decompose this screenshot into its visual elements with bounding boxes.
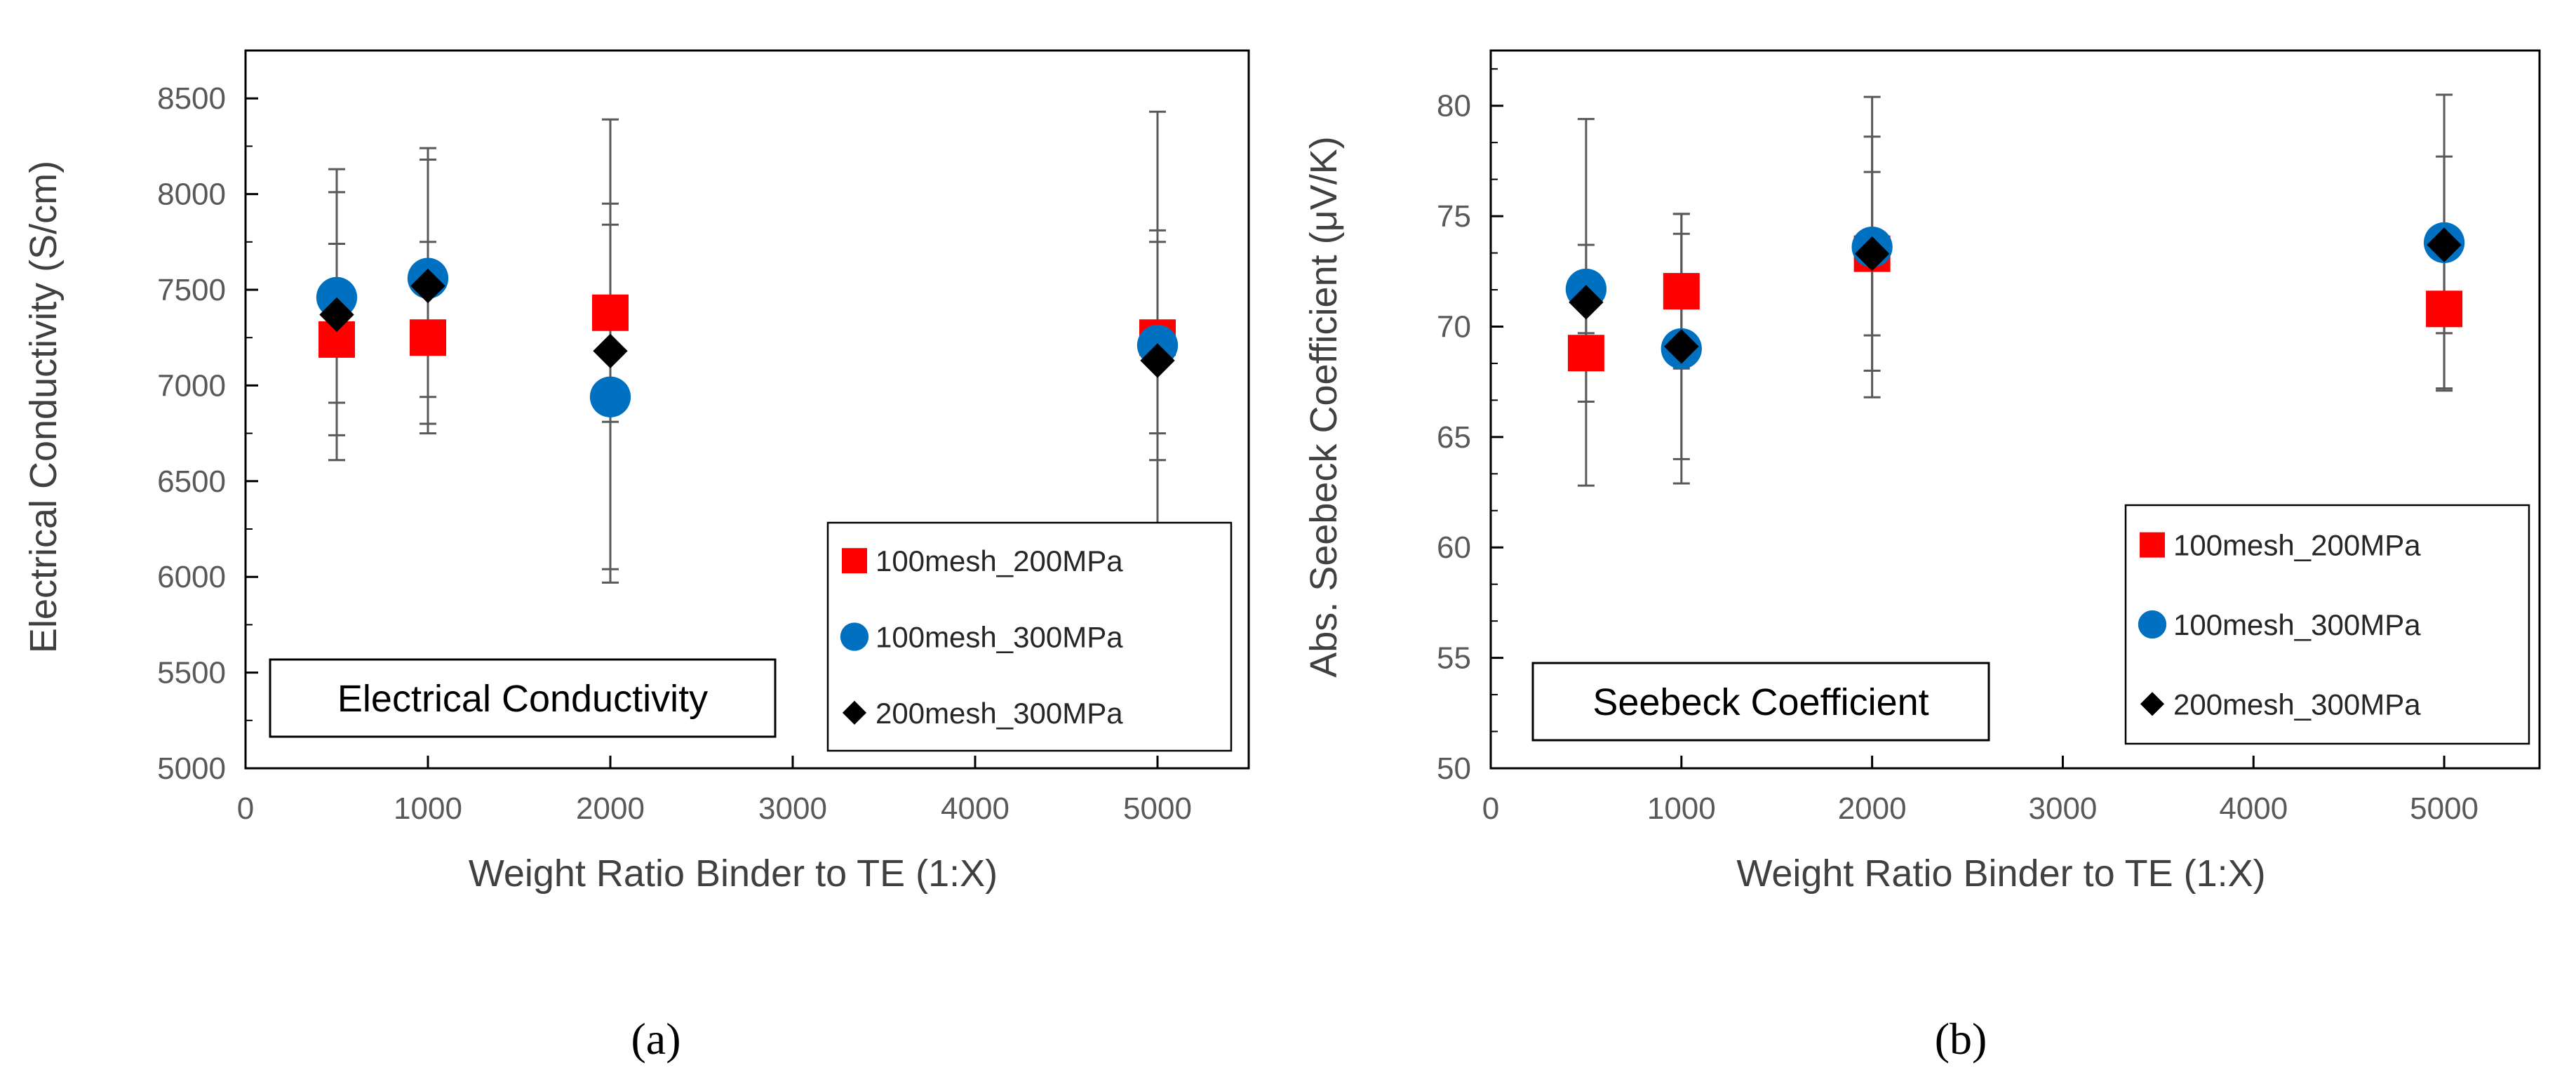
y-tick-label: 8000 xyxy=(157,178,226,212)
chart-panel-a: 5000 5500 6000 6500 7000 7500 8000 8500 0 1000 200… xyxy=(22,49,1250,1064)
legend-label: 100mesh_300MPa xyxy=(876,621,1123,654)
data-point-square xyxy=(592,294,629,331)
legend-label: 200mesh_300MPa xyxy=(2173,688,2421,721)
y-tick-label: 55 xyxy=(1437,641,1471,676)
legend-marker-square xyxy=(842,548,867,574)
annotation-box xyxy=(1531,662,1990,742)
y-axis-title: Electrical Conductivity (S/cm) xyxy=(22,161,65,653)
plot-area-frame xyxy=(1489,49,2541,770)
y-tick-label: 65 xyxy=(1437,420,1471,455)
annotation-label: Electrical Conductivity xyxy=(337,678,708,720)
plot-area-frame xyxy=(244,49,1250,770)
legend-marker-square xyxy=(2140,532,2165,558)
data-point-diamond xyxy=(2427,227,2462,262)
legend: 100mesh_200MPa 100mesh_300MPa 200mesh_300M… xyxy=(2124,504,2530,745)
y-tick-label: 6500 xyxy=(157,464,226,499)
legend-label: 200mesh_300MPa xyxy=(876,697,1123,730)
legend-label: 100mesh_200MPa xyxy=(2173,529,2421,562)
data-point-diamond xyxy=(1569,285,1604,320)
legend-marker-circle xyxy=(2138,610,2167,639)
x-tick-label: 3000 xyxy=(2029,791,2098,826)
legend-label: 100mesh_300MPa xyxy=(2173,608,2421,641)
y-tick-label: 70 xyxy=(1437,309,1471,344)
x-tick-label: 4000 xyxy=(941,791,1009,826)
data-point-diamond xyxy=(319,297,354,333)
data-point-diamond xyxy=(1664,329,1699,364)
y-tick-label: 7000 xyxy=(157,368,226,403)
annotation-box xyxy=(269,658,777,738)
legend-marker-circle xyxy=(840,622,869,651)
panel-label: (a) xyxy=(631,1014,680,1064)
y-tick-label: 5500 xyxy=(157,656,226,690)
legend-box xyxy=(2124,504,2530,745)
data-point-square xyxy=(1567,335,1604,372)
x-tick-label: 1000 xyxy=(1647,791,1716,826)
legend-label: 100mesh_200MPa xyxy=(876,544,1123,577)
x-axis-title: Weight Ratio Binder to TE (1:X) xyxy=(1736,852,2265,895)
data-point-square xyxy=(2426,290,2463,328)
annotation-label: Seebeck Coefficient xyxy=(1592,681,1928,723)
y-tick-label: 8500 xyxy=(157,81,226,116)
chart-panel-b: 50 55 60 65 70 75 80 0 1000 2000 3000 4000 5000 Weigh… xyxy=(1303,49,2541,1064)
data-point-diamond xyxy=(1140,343,1175,378)
legend: 100mesh_200MPa 100mesh_300MPa 200mesh_300M… xyxy=(826,521,1233,752)
data-point-diamond xyxy=(410,268,445,304)
data-point-diamond xyxy=(593,333,628,368)
data-point-square xyxy=(410,319,446,356)
y-tick-label: 6000 xyxy=(157,560,226,594)
x-tick-label: 5000 xyxy=(2410,791,2478,826)
x-tick-label: 0 xyxy=(1482,791,1499,826)
y-tick-label: 5000 xyxy=(157,751,226,786)
y-tick-label: 80 xyxy=(1437,89,1471,123)
panel-label: (b) xyxy=(1935,1014,1987,1064)
x-axis-title: Weight Ratio Binder to TE (1:X) xyxy=(469,852,998,895)
y-tick-label: 7500 xyxy=(157,273,226,307)
data-point-circle xyxy=(589,376,631,417)
x-tick-label: 3000 xyxy=(758,791,827,826)
legend-marker-diamond xyxy=(2140,692,2165,716)
y-tick-label: 50 xyxy=(1437,751,1471,786)
x-tick-label: 4000 xyxy=(2219,791,2288,826)
data-point-square xyxy=(1663,273,1700,310)
x-tick-label: 2000 xyxy=(576,791,645,826)
legend-marker-diamond xyxy=(842,700,867,725)
x-tick-label: 1000 xyxy=(394,791,462,826)
x-tick-label: 5000 xyxy=(1123,791,1192,826)
data-point-diamond xyxy=(1854,236,1890,272)
y-tick-label: 60 xyxy=(1437,530,1471,565)
y-axis-title: Abs. Seebeck Coefficient (μV/K) xyxy=(1303,136,1345,677)
x-tick-label: 2000 xyxy=(1838,791,1907,826)
y-tick-label: 75 xyxy=(1437,199,1471,234)
x-tick-label: 0 xyxy=(237,791,254,826)
legend-box xyxy=(826,521,1233,752)
